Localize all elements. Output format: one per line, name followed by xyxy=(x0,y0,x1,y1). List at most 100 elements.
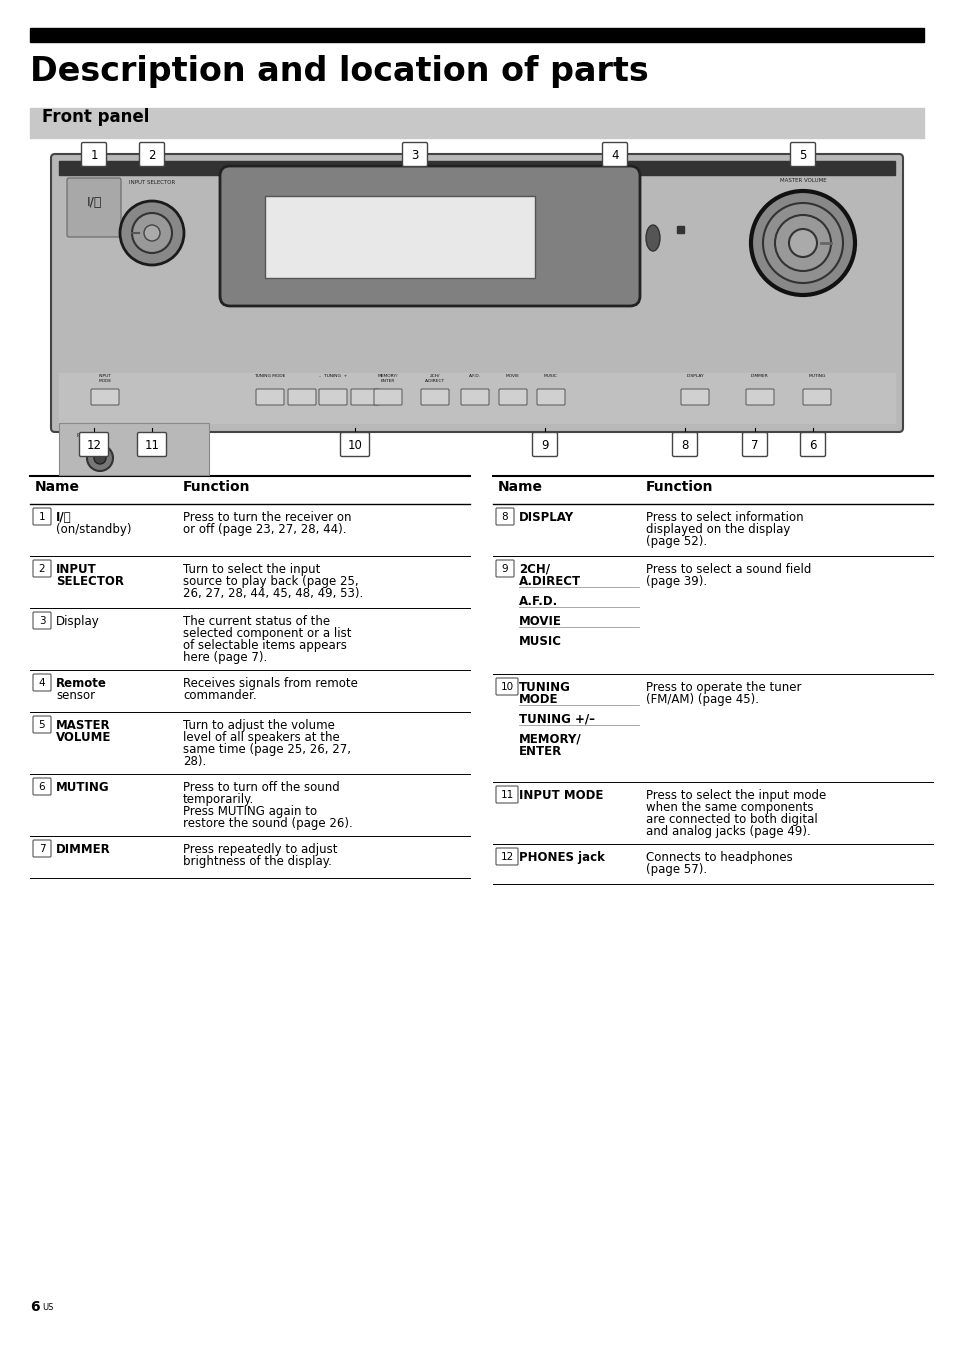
Text: same time (page 25, 26, 27,: same time (page 25, 26, 27, xyxy=(183,744,351,756)
FancyBboxPatch shape xyxy=(800,433,824,457)
Text: when the same components: when the same components xyxy=(645,800,813,814)
FancyBboxPatch shape xyxy=(496,508,514,525)
FancyBboxPatch shape xyxy=(79,433,109,457)
FancyBboxPatch shape xyxy=(741,433,767,457)
Text: 6: 6 xyxy=(30,1301,40,1314)
Text: Press repeatedly to adjust: Press repeatedly to adjust xyxy=(183,844,337,856)
Text: Press to select a sound field: Press to select a sound field xyxy=(645,562,810,576)
FancyBboxPatch shape xyxy=(496,786,517,803)
Text: 2: 2 xyxy=(148,149,155,162)
Text: 7: 7 xyxy=(39,844,45,853)
Text: 28).: 28). xyxy=(183,754,206,768)
Text: MASTER VOLUME: MASTER VOLUME xyxy=(779,177,825,183)
Circle shape xyxy=(132,214,172,253)
Circle shape xyxy=(120,201,184,265)
Text: Function: Function xyxy=(183,480,251,493)
FancyBboxPatch shape xyxy=(537,389,564,406)
FancyBboxPatch shape xyxy=(33,508,51,525)
Bar xyxy=(59,423,209,475)
FancyBboxPatch shape xyxy=(33,560,51,577)
Text: TUNING MODE: TUNING MODE xyxy=(254,375,285,379)
Circle shape xyxy=(774,215,830,270)
Text: 12: 12 xyxy=(500,852,513,861)
Text: 3: 3 xyxy=(39,615,45,626)
Text: MUTING: MUTING xyxy=(807,375,825,379)
Text: MUTING: MUTING xyxy=(56,781,110,794)
Text: Press to operate the tuner: Press to operate the tuner xyxy=(645,681,801,694)
Text: Name: Name xyxy=(497,480,542,493)
FancyBboxPatch shape xyxy=(139,142,164,166)
FancyBboxPatch shape xyxy=(745,389,773,406)
FancyBboxPatch shape xyxy=(33,777,51,795)
Text: Connects to headphones: Connects to headphones xyxy=(645,850,792,864)
FancyBboxPatch shape xyxy=(790,142,815,166)
Text: MOVIE: MOVIE xyxy=(518,615,561,627)
Bar xyxy=(59,161,894,174)
FancyBboxPatch shape xyxy=(288,389,315,406)
Text: 11: 11 xyxy=(500,790,513,799)
Text: brightness of the display.: brightness of the display. xyxy=(183,854,332,868)
Text: MOVIE: MOVIE xyxy=(505,375,519,379)
Bar xyxy=(59,373,894,423)
FancyBboxPatch shape xyxy=(33,840,51,857)
Text: of selectable items appears: of selectable items appears xyxy=(183,639,347,652)
FancyBboxPatch shape xyxy=(33,675,51,691)
Bar xyxy=(677,226,683,233)
Text: MUSIC: MUSIC xyxy=(518,635,561,648)
Text: DIMMER: DIMMER xyxy=(56,844,111,856)
Text: Front panel: Front panel xyxy=(42,108,150,126)
Text: 2: 2 xyxy=(39,564,45,573)
Text: (page 52).: (page 52). xyxy=(645,535,706,548)
Text: INPUT SELECTOR: INPUT SELECTOR xyxy=(129,180,175,184)
Text: 26, 27, 28, 44, 45, 48, 49, 53).: 26, 27, 28, 44, 45, 48, 49, 53). xyxy=(183,587,363,600)
FancyBboxPatch shape xyxy=(137,433,167,457)
Text: Receives signals from remote: Receives signals from remote xyxy=(183,677,357,690)
Text: Function: Function xyxy=(645,480,713,493)
Text: SELECTOR: SELECTOR xyxy=(56,575,124,588)
FancyBboxPatch shape xyxy=(402,142,427,166)
Text: ENTER: ENTER xyxy=(518,745,561,758)
Text: 5: 5 xyxy=(799,149,806,162)
Text: 6: 6 xyxy=(39,781,45,791)
Text: I/⏻: I/⏻ xyxy=(86,196,102,210)
Text: are connected to both digital: are connected to both digital xyxy=(645,813,817,826)
Circle shape xyxy=(144,224,160,241)
FancyBboxPatch shape xyxy=(255,389,284,406)
Text: 3: 3 xyxy=(411,149,418,162)
Text: DIMMER: DIMMER xyxy=(750,375,768,379)
Text: A.F.D.: A.F.D. xyxy=(469,375,480,379)
Text: (on/standby): (on/standby) xyxy=(56,523,132,535)
Text: Display: Display xyxy=(56,615,100,627)
Text: –  TUNING  +: – TUNING + xyxy=(318,375,347,379)
Text: (page 39).: (page 39). xyxy=(645,575,706,588)
Text: US: US xyxy=(42,1303,53,1311)
Text: INPUT
MODE: INPUT MODE xyxy=(98,375,112,383)
Text: 4: 4 xyxy=(39,677,45,688)
Text: 1: 1 xyxy=(91,149,97,162)
Text: temporarily.: temporarily. xyxy=(183,794,254,806)
Text: Remote: Remote xyxy=(56,677,107,690)
Text: Name: Name xyxy=(35,480,80,493)
Text: TUNING: TUNING xyxy=(518,681,570,694)
Text: Description and location of parts: Description and location of parts xyxy=(30,55,648,88)
Text: DISPLAY: DISPLAY xyxy=(685,375,703,379)
Text: A.F.D.: A.F.D. xyxy=(518,595,558,608)
Text: Press to select the input mode: Press to select the input mode xyxy=(645,790,825,802)
Text: 4: 4 xyxy=(611,149,618,162)
Text: (page 57).: (page 57). xyxy=(645,863,706,876)
FancyBboxPatch shape xyxy=(602,142,627,166)
Text: I/ⓦ: I/ⓦ xyxy=(56,511,71,525)
Text: MUSIC: MUSIC xyxy=(543,375,558,379)
Text: PHONES: PHONES xyxy=(77,433,99,438)
Text: 7: 7 xyxy=(750,439,758,452)
Circle shape xyxy=(762,203,842,283)
Text: 11: 11 xyxy=(144,439,159,452)
FancyBboxPatch shape xyxy=(33,717,51,733)
FancyBboxPatch shape xyxy=(91,389,119,406)
Text: The current status of the: The current status of the xyxy=(183,615,330,627)
Text: MEMORY/
ENTER: MEMORY/ ENTER xyxy=(377,375,397,383)
Text: 9: 9 xyxy=(501,564,508,573)
FancyBboxPatch shape xyxy=(351,389,378,406)
Text: PHONES jack: PHONES jack xyxy=(518,850,604,864)
Text: TUNING +/–: TUNING +/– xyxy=(518,713,595,726)
